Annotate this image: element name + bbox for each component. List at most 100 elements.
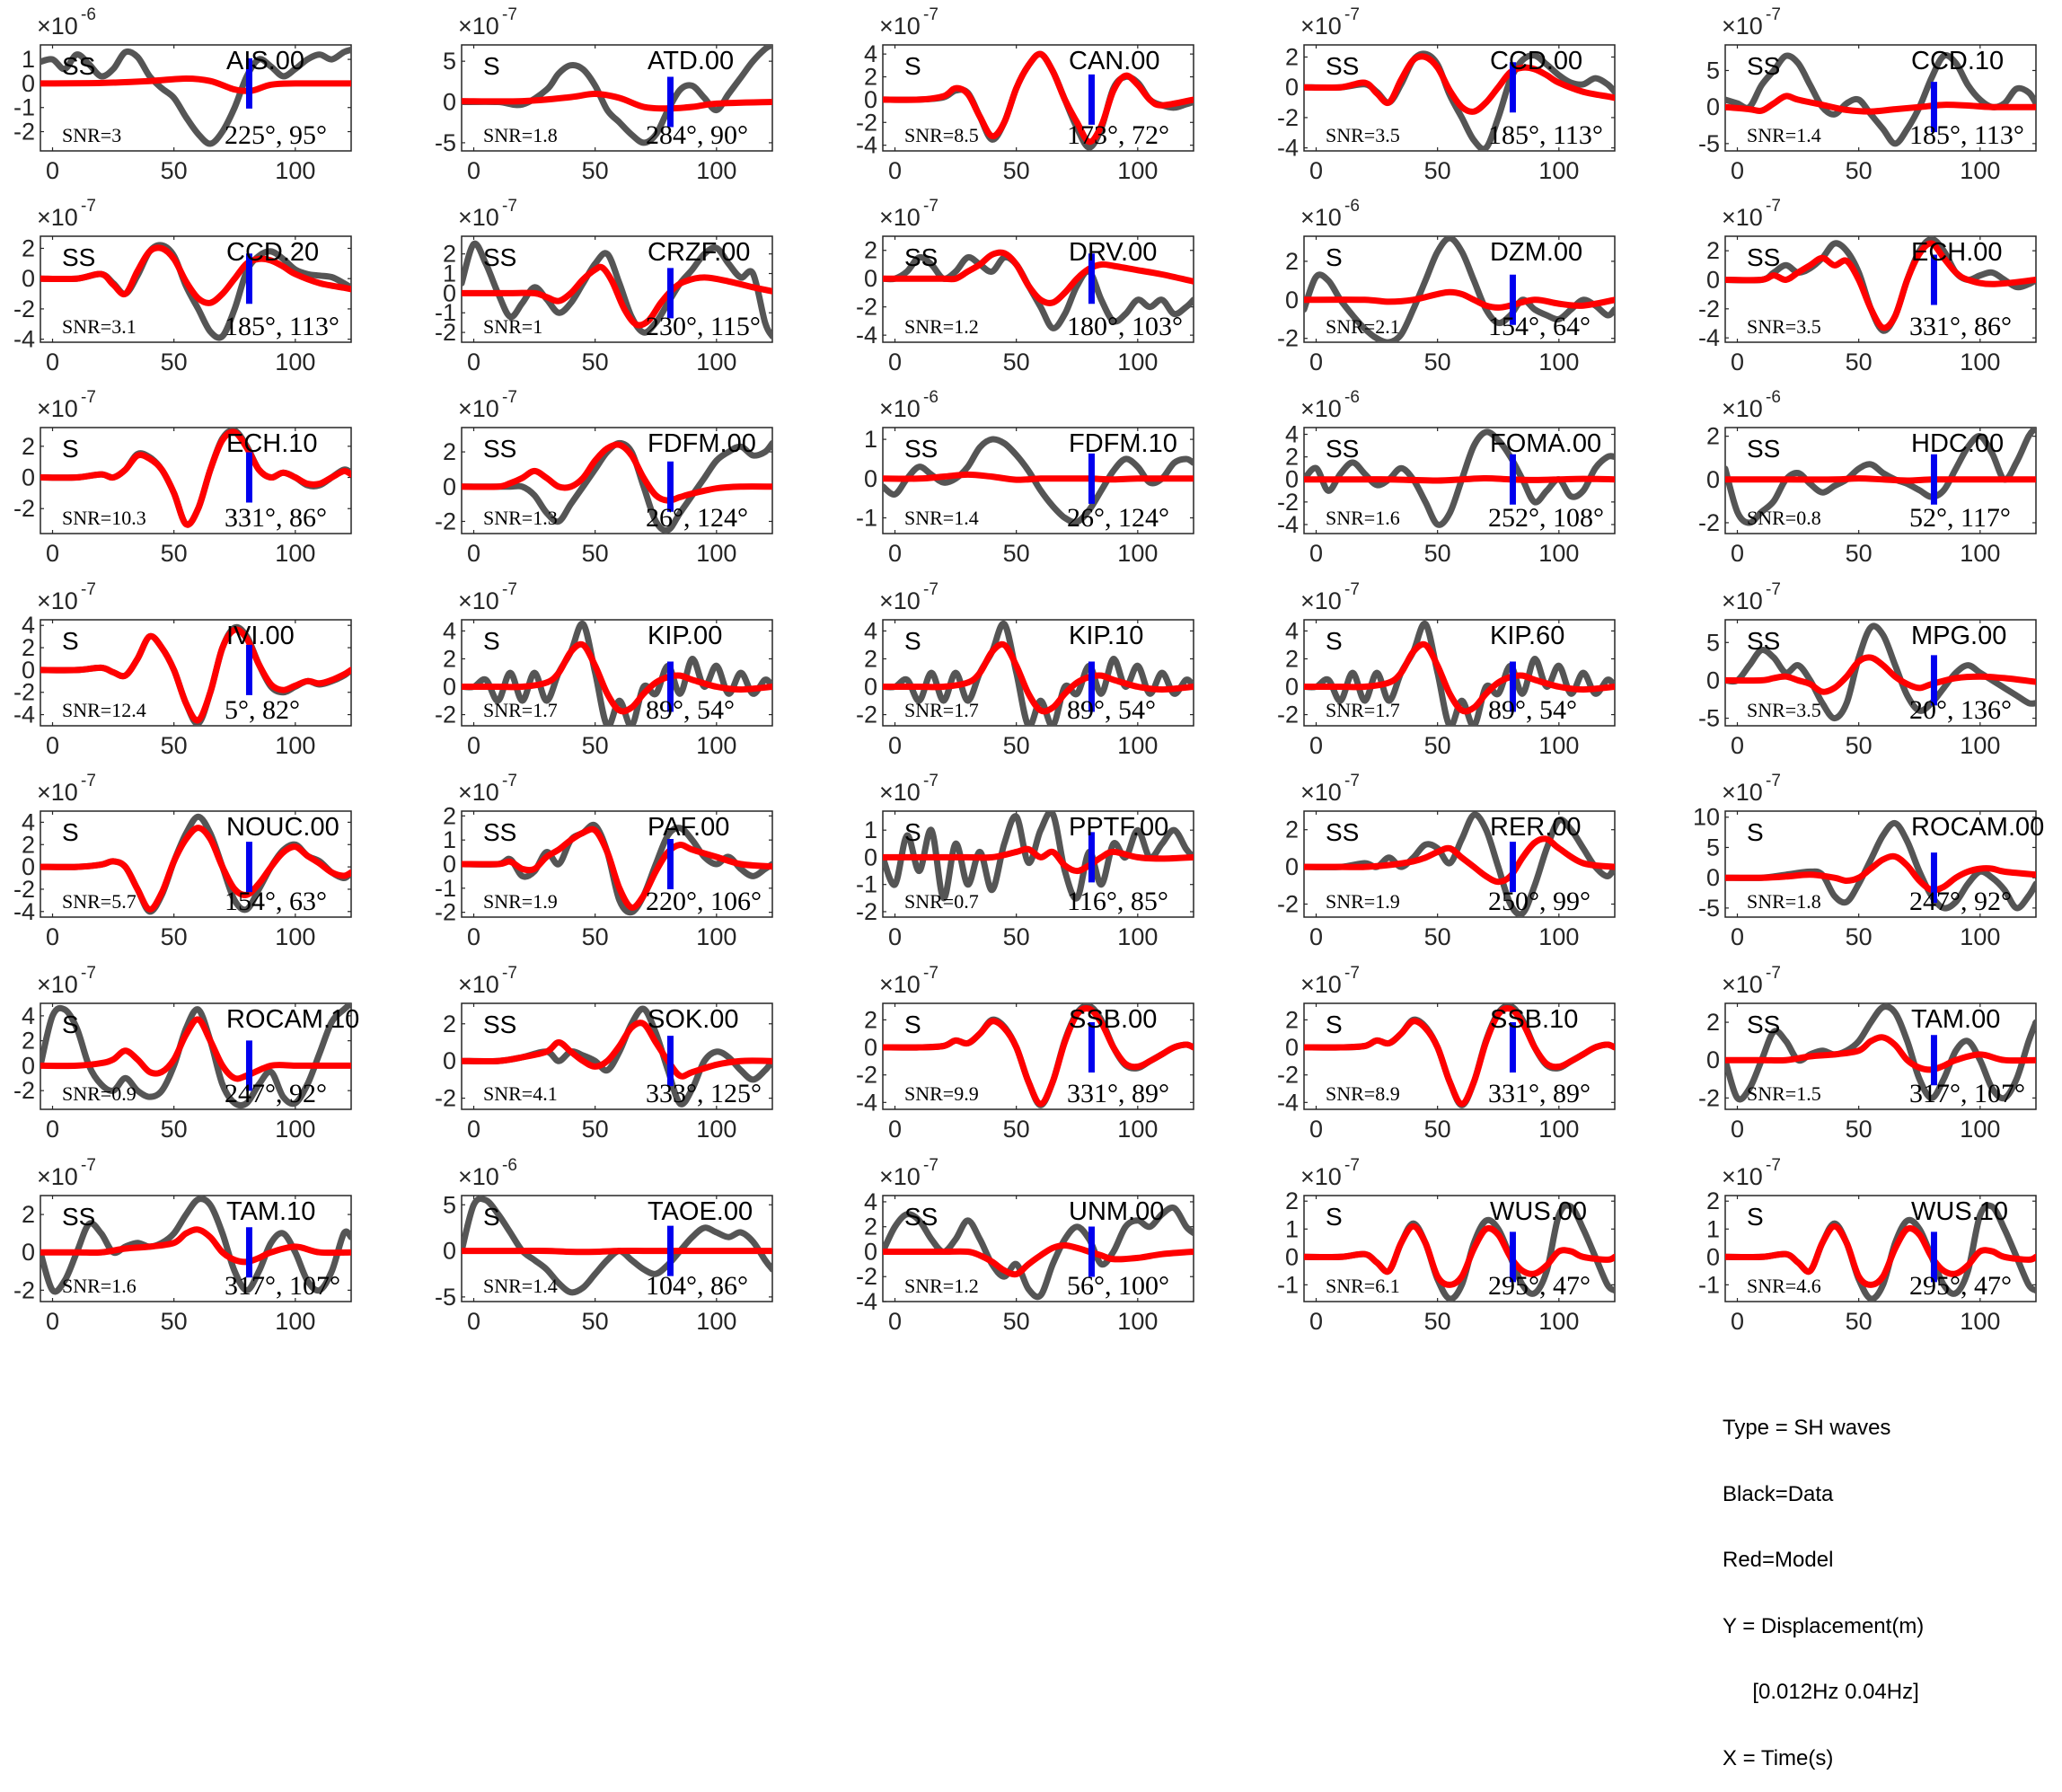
- y-exponent-power: -7: [81, 388, 96, 407]
- x-tick-label: 0: [1309, 1116, 1323, 1143]
- model-trace: [462, 263, 772, 329]
- y-tick-label: 0: [22, 1052, 35, 1079]
- model-trace: [1725, 93, 2036, 115]
- y-tick-label: 0: [443, 1047, 456, 1074]
- y-tick-label: -2: [435, 702, 456, 728]
- y-tick-label: -2: [1698, 509, 1720, 536]
- panel-dzm-00: 0 50 100 2 0 -2 ×10 -6 S DZM.00 SNR=2.1 154°, 64°: [1277, 197, 1616, 375]
- x-tick-label: 0: [467, 540, 480, 567]
- station-label: ECH.10: [226, 429, 318, 458]
- phase-label: S: [483, 627, 500, 655]
- axes-box: [882, 1002, 1194, 1110]
- y-exponent-label: ×10: [1300, 587, 1342, 614]
- y-exponent-power: -7: [1344, 5, 1360, 24]
- x-tick-label: 100: [275, 1116, 315, 1143]
- x-tick-label: 0: [1309, 157, 1323, 184]
- y-tick-label: -2: [1277, 325, 1299, 352]
- y-exponent-label: ×10: [37, 204, 78, 231]
- y-tick-label: 1: [864, 817, 877, 843]
- y-exponent-power: -7: [1766, 197, 1781, 216]
- y-exponent-label: ×10: [1300, 1163, 1342, 1190]
- y-tick-label: 2: [443, 802, 456, 829]
- y-tick-label: -5: [1698, 130, 1720, 157]
- model-trace: [1304, 835, 1615, 886]
- y-tick-label: -2: [1277, 104, 1299, 131]
- traces: [40, 813, 351, 915]
- data-trace: [40, 46, 351, 147]
- y-tick-label: 0: [1706, 864, 1720, 891]
- station-label: KIP.00: [648, 622, 722, 650]
- model-trace: [883, 1242, 1194, 1278]
- y-exponent-power: -6: [81, 5, 96, 24]
- y-tick-label: 0: [1706, 1243, 1720, 1270]
- y-tick-label: 0: [443, 674, 456, 701]
- x-tick-label: 0: [46, 1308, 59, 1335]
- station-label: KIP.10: [1069, 622, 1143, 650]
- phase-label: S: [62, 435, 79, 463]
- y-tick-label: -1: [435, 299, 456, 326]
- traces: [1304, 236, 1615, 342]
- azimuth-label: 26°, 124°: [1067, 503, 1169, 533]
- y-tick-label: -2: [1277, 702, 1299, 728]
- azimuth-label: 56°, 100°: [1067, 1271, 1169, 1301]
- traces: [1725, 622, 2036, 722]
- y-tick-label: 2: [864, 1006, 877, 1033]
- y-tick-label: -2: [1698, 296, 1720, 322]
- azimuth-label: 317°, 107°: [225, 1271, 340, 1301]
- x-tick-label: 100: [1538, 923, 1579, 950]
- azimuth-label: 225°, 95°: [225, 120, 327, 150]
- azimuth-label: 154°, 63°: [225, 887, 327, 916]
- x-tick-label: 50: [1846, 923, 1873, 950]
- traces: [40, 242, 351, 341]
- station-label: FOMA.00: [1490, 429, 1601, 458]
- y-tick-label: 2: [22, 234, 35, 261]
- y-exponent-label: ×10: [37, 13, 78, 40]
- x-tick-label: 100: [1538, 157, 1579, 184]
- snr-label: SNR=3.5: [1747, 315, 1821, 338]
- traces: [883, 50, 1194, 151]
- y-tick-label: 0: [1706, 1046, 1720, 1073]
- x-tick-label: 100: [1117, 349, 1158, 375]
- snr-label: SNR=10.3: [62, 507, 146, 529]
- y-tick-label: -1: [856, 505, 877, 532]
- traces: [1725, 819, 2036, 912]
- x-tick-label: 0: [46, 540, 59, 567]
- azimuth-label: 26°, 124°: [646, 503, 748, 533]
- snr-label: SNR=1.7: [1326, 699, 1400, 721]
- model-trace: [40, 75, 351, 94]
- x-tick-label: 0: [46, 923, 59, 950]
- y-tick-label: 2: [1285, 43, 1299, 70]
- model-trace: [883, 845, 1194, 875]
- panel-fdfm-00: 0 50 100 2 0 -2 ×10 -7 SS FDFM.00 SNR=1.3 26°, 124°: [435, 388, 773, 567]
- azimuth-label: 317°, 107°: [1909, 1079, 2025, 1108]
- panel-hdc-00: 0 50 100 2 0 -2 ×10 -6 SS HDC.00 SNR=0.8 52°, 117°: [1698, 388, 2037, 567]
- model-trace: [1725, 240, 2036, 331]
- y-tick-label: -2: [1277, 891, 1299, 918]
- model-trace: [40, 244, 351, 306]
- y-tick-label: -2: [1277, 489, 1299, 516]
- phase-label: S: [62, 627, 79, 655]
- station-label: ROCAM.10: [226, 1005, 359, 1034]
- x-tick-label: 50: [582, 1308, 609, 1335]
- y-tick-label: 2: [1706, 237, 1720, 264]
- model-trace: [1725, 1034, 2036, 1073]
- y-tick-label: 0: [443, 473, 456, 500]
- station-label: SOK.00: [648, 1005, 739, 1034]
- y-tick-label: 4: [864, 617, 877, 644]
- x-tick-label: 50: [1846, 1116, 1873, 1143]
- traces: [462, 439, 772, 534]
- model-trace: [1304, 288, 1615, 311]
- axes-box: [461, 1002, 773, 1110]
- x-tick-label: 50: [1846, 349, 1873, 375]
- y-tick-label: 5: [443, 48, 456, 75]
- axes-box: [882, 235, 1194, 343]
- x-tick-label: 50: [161, 157, 188, 184]
- x-tick-label: 100: [1960, 923, 2000, 950]
- y-tick-label: -2: [1698, 1084, 1720, 1111]
